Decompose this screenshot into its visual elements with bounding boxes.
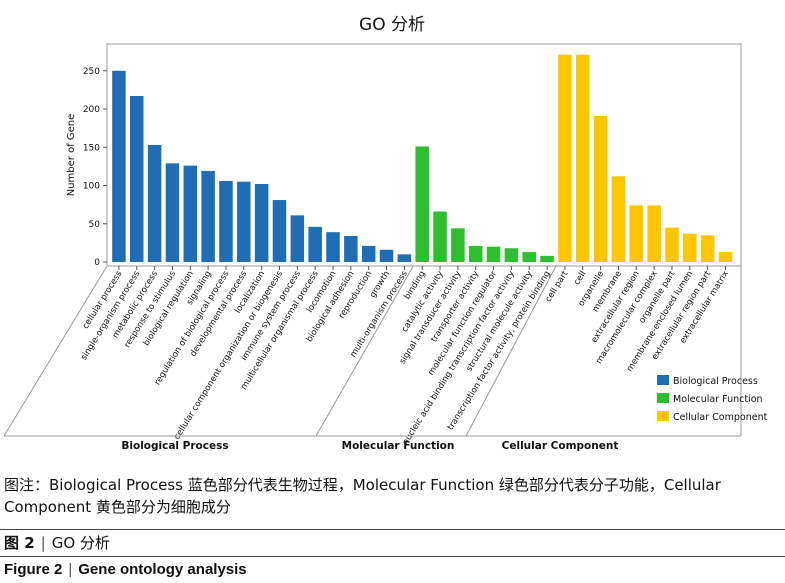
group-separator xyxy=(315,265,414,437)
y-axis: 0 50 100 150 200 250 xyxy=(83,67,107,268)
bar xyxy=(201,170,215,262)
figure-cn-separator: | xyxy=(40,534,46,552)
bar xyxy=(611,176,626,262)
x-tick-label: cell xyxy=(572,269,588,287)
bar xyxy=(415,146,429,262)
bar xyxy=(540,255,554,262)
caption-rule-top xyxy=(0,529,785,530)
bar xyxy=(344,235,358,262)
group-label: Biological Process xyxy=(121,440,228,452)
bar xyxy=(219,180,233,262)
figure-note: 图注：Biological Process 蓝色部分代表生物过程，Molecul… xyxy=(4,476,721,516)
y-tick-label: 100 xyxy=(83,182,100,192)
go-bar-chart: GO 分析 0 50 100 150 200 250 Number of Gene cel… xyxy=(3,15,768,452)
bars-layer xyxy=(112,54,733,262)
bar xyxy=(272,200,287,262)
group-axis-left-edge xyxy=(3,265,108,437)
group-axis-layer: Biological Process Molecular Function Cell… xyxy=(3,265,742,452)
bar xyxy=(504,248,519,262)
bar xyxy=(665,227,679,262)
bar xyxy=(718,252,733,262)
bar xyxy=(379,249,394,262)
bar xyxy=(326,232,340,262)
figure-en-separator: | xyxy=(68,561,73,578)
bar xyxy=(522,252,536,262)
bar xyxy=(700,235,715,262)
figure-caption-en: Figure 2 | Gene ontology analysis xyxy=(4,559,247,581)
y-axis-label: Number of Gene xyxy=(66,114,77,197)
y-tick-label: 200 xyxy=(83,105,100,115)
figure-cn-title: GO 分析 xyxy=(51,534,110,552)
bar xyxy=(112,70,126,262)
y-tick-label: 50 xyxy=(89,220,101,230)
bar xyxy=(147,144,162,262)
bar xyxy=(361,245,376,262)
bar xyxy=(576,54,590,262)
bar xyxy=(683,233,697,262)
bar xyxy=(254,183,269,262)
bar xyxy=(593,115,608,262)
bar xyxy=(183,165,198,262)
legend-swatch xyxy=(657,393,669,403)
legend-label: Molecular Function xyxy=(673,394,763,405)
bar xyxy=(237,181,251,262)
bar xyxy=(165,163,180,262)
legend-swatch xyxy=(657,411,669,421)
group-label: Cellular Component xyxy=(502,440,619,452)
figure-caption-cn: 图 2 | GO 分析 xyxy=(4,532,110,554)
y-tick-label: 250 xyxy=(83,67,100,77)
bar xyxy=(451,228,465,262)
y-tick-label: 0 xyxy=(94,258,100,268)
plot-frame xyxy=(106,43,742,267)
legend-label: Cellular Component xyxy=(673,412,768,423)
caption-rule-mid xyxy=(0,556,785,557)
figure-en-title: Gene ontology analysis xyxy=(78,561,247,578)
bar xyxy=(558,54,572,262)
bar xyxy=(308,226,322,262)
legend-swatch xyxy=(657,375,669,385)
y-tick-label: 150 xyxy=(83,143,100,153)
bar xyxy=(130,96,144,262)
group-separator xyxy=(465,265,557,437)
figure-cn-label: 图 2 xyxy=(4,534,35,552)
group-label: Molecular Function xyxy=(342,440,455,452)
bar xyxy=(433,211,447,262)
legend-label: Biological Process xyxy=(673,376,758,387)
bar xyxy=(629,205,644,262)
bar xyxy=(290,215,305,262)
legend: Biological Process Molecular Function Cell… xyxy=(657,375,768,423)
bar xyxy=(468,245,483,262)
bar xyxy=(486,246,501,262)
chart-title: GO 分析 xyxy=(359,15,425,35)
bar xyxy=(647,205,661,262)
bar xyxy=(397,254,412,262)
figure-en-label: Figure 2 xyxy=(4,561,63,578)
